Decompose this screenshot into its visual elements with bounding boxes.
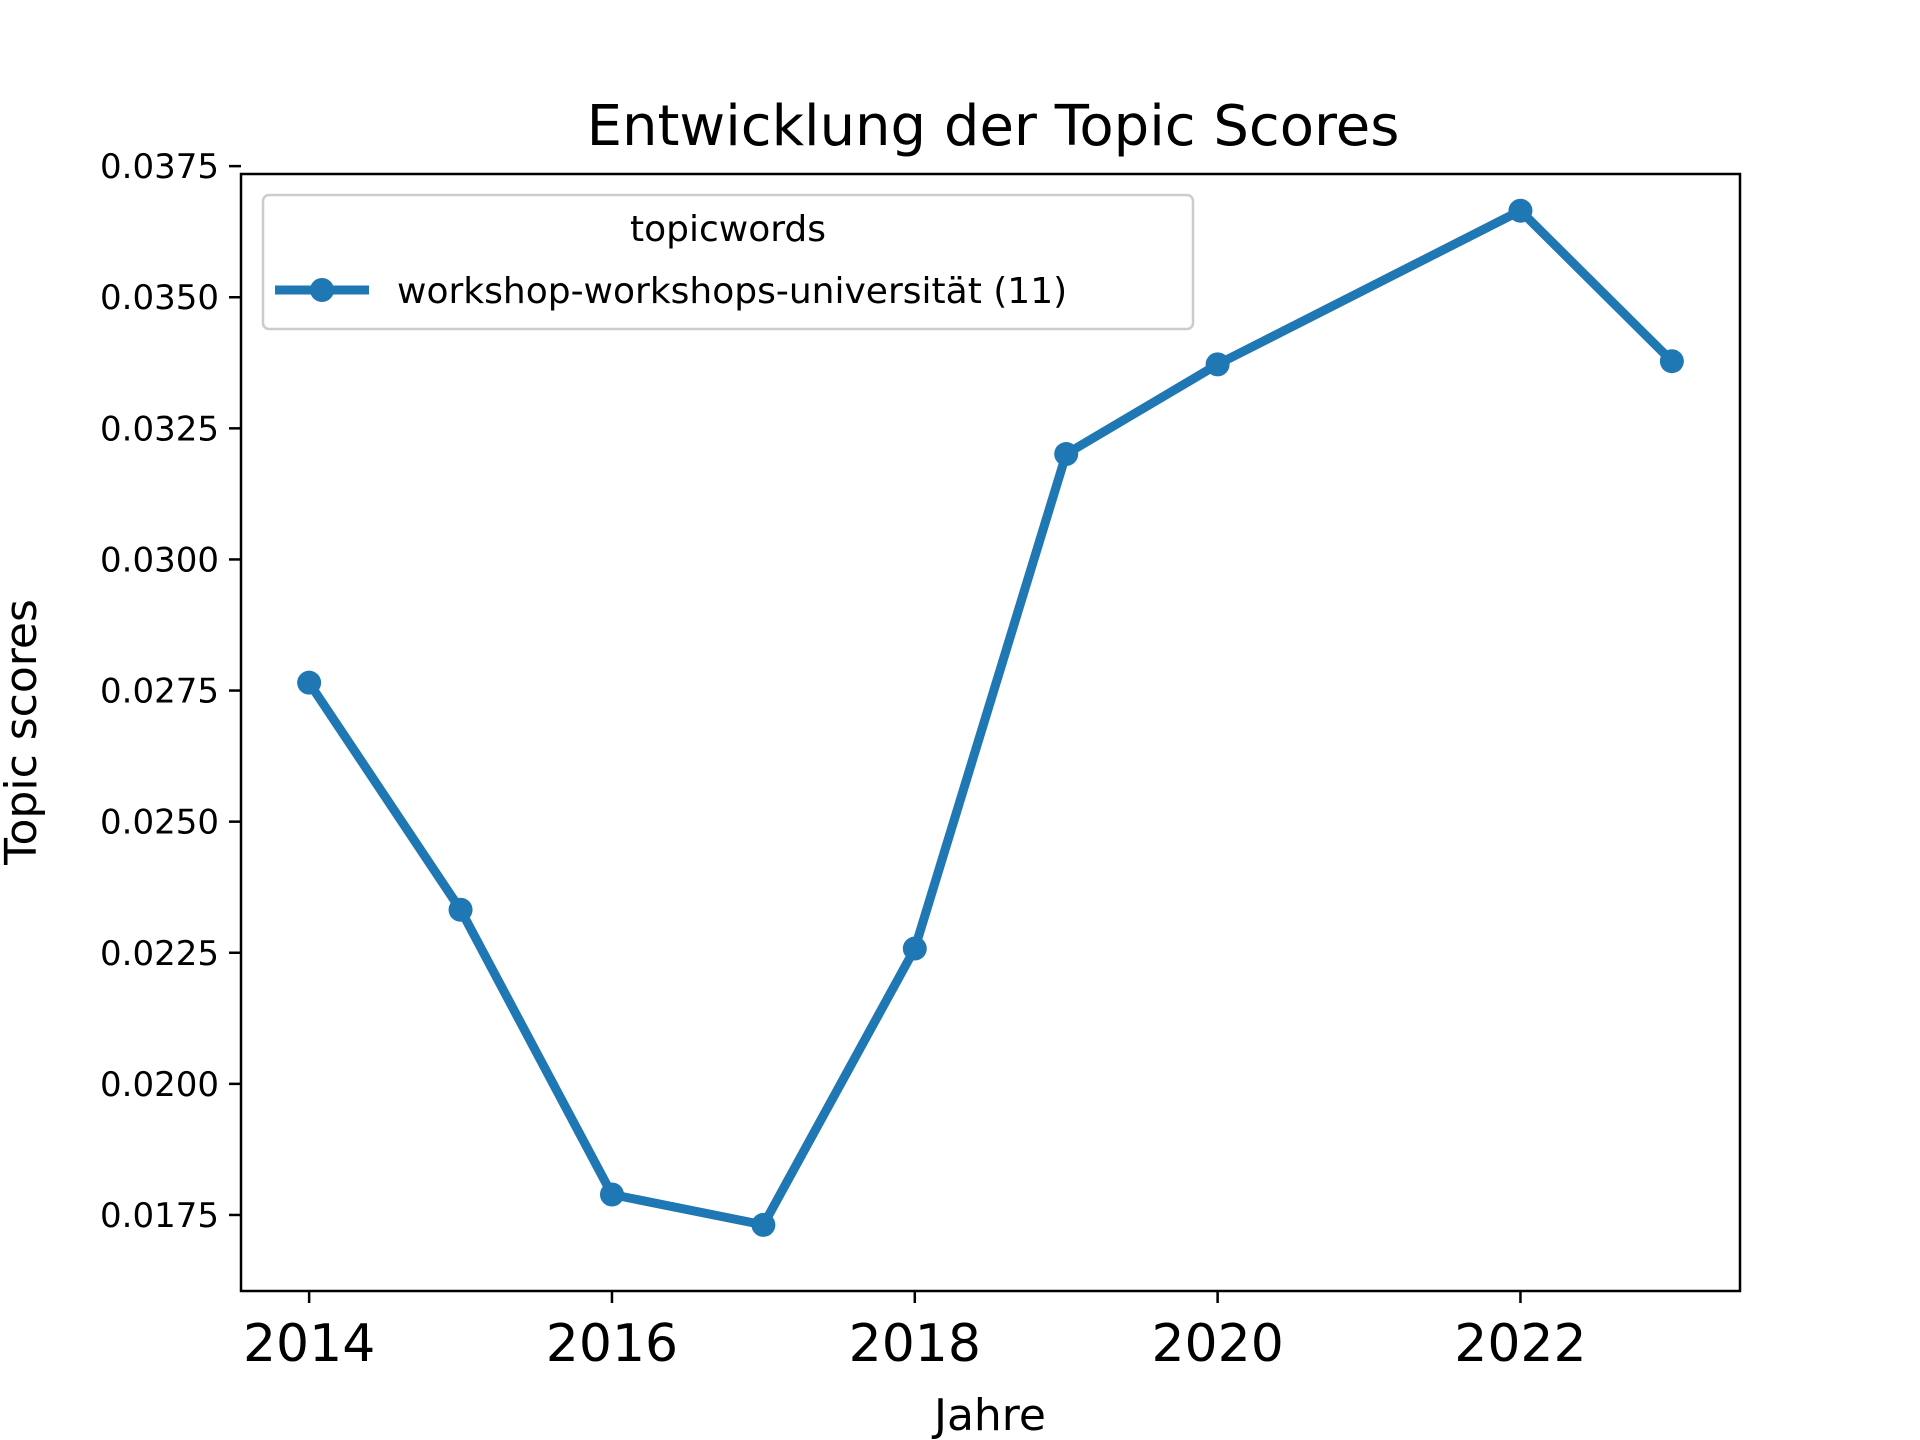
x-tick-label-2020: 2020 — [1151, 1314, 1283, 1374]
x-axis: 2014 2016 2018 2020 2022 — [243, 1291, 1587, 1374]
data-point-2018 — [902, 936, 927, 961]
x-tick-label-2022: 2022 — [1454, 1314, 1586, 1374]
legend-entry-label: workshop-workshops-universität (11) — [397, 271, 1067, 312]
x-tick-label-2014: 2014 — [243, 1314, 375, 1374]
y-tick-label-0.0175: 0.0175 — [100, 1196, 219, 1236]
plot-area — [297, 198, 1684, 1237]
y-tick-label-0.0300: 0.0300 — [100, 540, 219, 580]
legend-title: topicwords — [630, 209, 826, 250]
data-point-2022 — [1508, 198, 1533, 223]
y-tick-label-0.0200: 0.0200 — [100, 1065, 219, 1105]
x-tick-label-2018: 2018 — [849, 1314, 981, 1374]
data-point-2016 — [599, 1182, 624, 1207]
y-tick-label-0.0225: 0.0225 — [100, 934, 219, 974]
data-point-2015 — [448, 897, 473, 922]
legend-marker-swatch — [310, 278, 334, 302]
x-tick-label-2016: 2016 — [546, 1314, 678, 1374]
y-axis-label: Topic scores — [0, 599, 47, 866]
x-axis-label: Jahre — [931, 1390, 1046, 1440]
data-point-2019 — [1054, 442, 1079, 467]
axes-frame — [239, 172, 1742, 1293]
y-axis: 0.0175 0.0200 0.0225 0.0250 0.0275 0.0300 0.03… — [100, 147, 241, 1236]
y-tick-label-0.0325: 0.0325 — [100, 409, 219, 449]
data-point-2014 — [297, 670, 322, 695]
y-tick-label-0.0250: 0.0250 — [100, 803, 219, 843]
data-point-2023 — [1659, 349, 1684, 374]
legend: topicwords workshop-workshops-universitä… — [261, 193, 1195, 331]
y-tick-label-0.0275: 0.0275 — [100, 672, 219, 712]
data-point-2020 — [1205, 352, 1230, 377]
data-point-2017 — [751, 1212, 776, 1237]
chart-title: Entwicklung der Topic Scores — [587, 94, 1400, 159]
y-tick-label-0.0350: 0.0350 — [100, 278, 219, 318]
legend-box — [261, 193, 1195, 331]
y-tick-label-0.0375: 0.0375 — [100, 147, 219, 187]
